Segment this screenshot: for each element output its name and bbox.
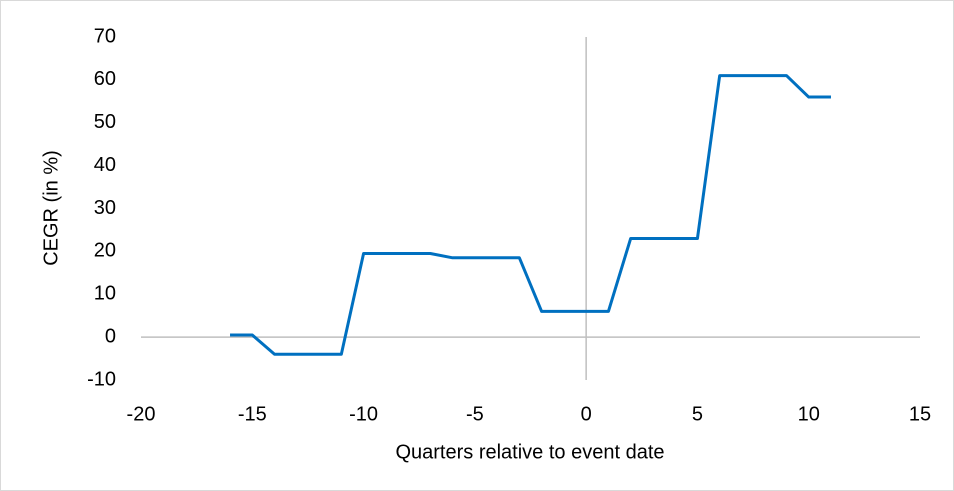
y-tick-label: 70: [94, 25, 116, 47]
x-tick-label: 10: [798, 403, 820, 425]
data-line: [230, 74, 831, 356]
x-tick-label: 0: [581, 403, 592, 425]
x-tick-label: 15: [909, 403, 931, 425]
x-tick-label: 5: [692, 403, 703, 425]
x-tick-label: -5: [466, 403, 484, 425]
x-tick-label: -15: [238, 403, 267, 425]
x-axis-label: Quarters relative to event date: [395, 441, 664, 463]
y-tick-label: -10: [87, 368, 116, 390]
y-tick-label: 60: [94, 68, 116, 90]
y-tick-label: 40: [94, 154, 116, 176]
y-tick-label: 20: [94, 240, 116, 262]
x-tick-label: -10: [349, 403, 378, 425]
x-tick-label: -20: [127, 403, 156, 425]
y-axis-label: CEGR (in %): [40, 150, 62, 266]
y-tick-label: 0: [105, 325, 116, 347]
y-tick-label: 50: [94, 111, 116, 133]
y-tick-label: 30: [94, 197, 116, 219]
y-tick-label: 10: [94, 283, 116, 305]
